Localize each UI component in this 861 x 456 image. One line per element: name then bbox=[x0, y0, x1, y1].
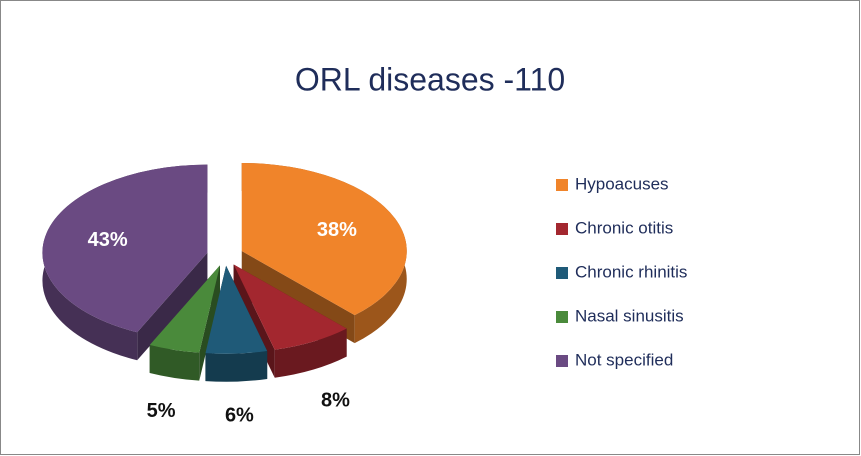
legend-label: Chronic otitis bbox=[575, 218, 673, 237]
pie-slice bbox=[205, 265, 268, 354]
slice-wall bbox=[274, 328, 347, 378]
pie-slice bbox=[241, 163, 407, 316]
legend-swatch bbox=[556, 311, 568, 323]
slice-wall bbox=[205, 351, 268, 382]
pie-slice bbox=[233, 264, 347, 350]
legend-swatch bbox=[556, 179, 568, 191]
data-label: 5% bbox=[147, 400, 176, 422]
slice-labels: 38% 8% 6% 5% 43% bbox=[88, 219, 358, 426]
legend-swatch bbox=[556, 355, 568, 367]
data-label: 38% bbox=[317, 219, 357, 241]
legend-label: Chronic rhinitis bbox=[575, 262, 687, 281]
data-label: 6% bbox=[225, 404, 254, 426]
legend-label: Not specified bbox=[575, 350, 673, 369]
slice-wall bbox=[137, 252, 208, 361]
data-label: 8% bbox=[321, 389, 350, 411]
data-label: 43% bbox=[88, 229, 128, 251]
pie-slice bbox=[149, 265, 220, 353]
legend-label: Nasal sinusitis bbox=[575, 306, 684, 325]
slice-tops bbox=[42, 163, 407, 354]
slice-wall bbox=[149, 344, 200, 381]
pie-slice bbox=[42, 164, 208, 333]
chart-title: ORL diseases -110 bbox=[295, 61, 565, 97]
legend-swatch bbox=[556, 267, 568, 279]
legend-swatch bbox=[556, 223, 568, 235]
legend-label: Hypoacuses bbox=[575, 174, 669, 193]
